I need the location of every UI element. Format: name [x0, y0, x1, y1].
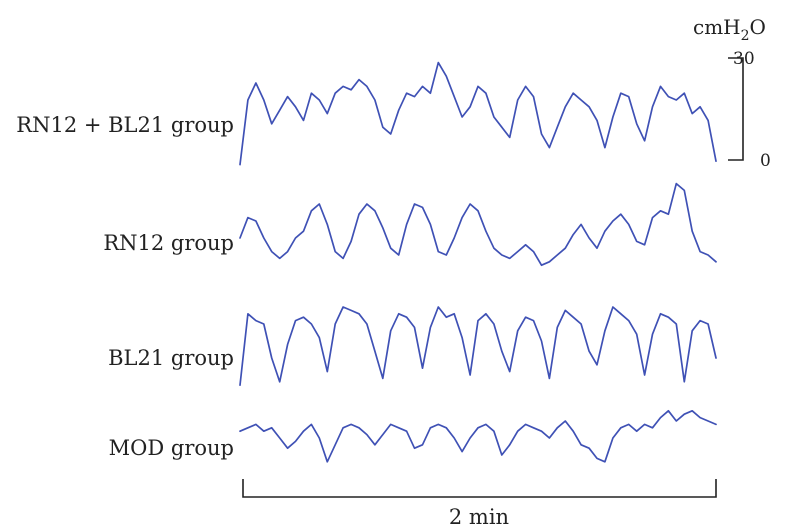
- trace-bl21: [239, 306, 717, 387]
- trace-group: [239, 61, 717, 463]
- scale-top-label: 30: [733, 49, 755, 69]
- series-label-rn12-bl21: RN12 + BL21 group: [16, 113, 234, 137]
- scale-bar-line: [728, 57, 744, 161]
- series-label-rn12: RN12 group: [103, 231, 234, 255]
- series-label-bl21: BL21 group: [108, 346, 234, 370]
- time-scale-bar: 2 min: [242, 479, 717, 529]
- pressure-scale-bar: cmH2O 30 0: [693, 15, 771, 171]
- trace-mod: [239, 409, 717, 463]
- time-bar-label: 2 min: [449, 505, 509, 529]
- time-bar-line: [242, 479, 717, 498]
- series-label-mod: MOD group: [109, 436, 234, 460]
- scale-bottom-label: 0: [760, 151, 771, 171]
- trace-rn12: [239, 182, 717, 267]
- scale-unit-label: cmH2O: [693, 15, 766, 44]
- trace-rn12-bl21: [239, 61, 717, 166]
